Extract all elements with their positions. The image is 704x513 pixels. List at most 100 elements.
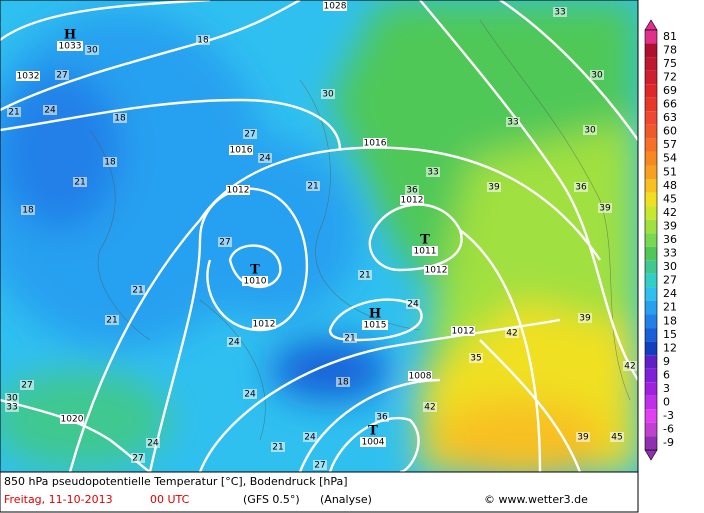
temperature-label: 18	[197, 36, 209, 46]
legend-swatch	[645, 206, 657, 220]
legend-label: 15	[663, 328, 677, 341]
legend-swatch	[645, 341, 657, 356]
temperature-label: 21	[8, 108, 19, 118]
legend-label: 81	[663, 30, 677, 43]
temperature-label: 21	[272, 443, 283, 453]
legend-swatch	[645, 273, 657, 288]
legend-label: 63	[663, 111, 677, 124]
legend-swatch	[645, 192, 657, 207]
temperature-label: 27	[244, 130, 255, 140]
label-bg	[226, 185, 250, 195]
label-bg	[451, 326, 475, 336]
label-bg	[227, 337, 241, 347]
legend-label: 18	[663, 314, 677, 327]
label-bg	[131, 453, 145, 463]
legend-label: 66	[663, 98, 677, 111]
legend-label: -9	[663, 436, 674, 449]
isobar-label: 1032	[17, 72, 40, 82]
label-bg	[574, 182, 588, 192]
temperature-label: 21	[344, 334, 355, 344]
label-bg	[610, 432, 624, 442]
temperature-label: 36	[575, 183, 587, 193]
legend-swatch	[645, 124, 657, 139]
legend-label: 45	[663, 192, 677, 205]
legend-label: 21	[663, 301, 677, 314]
temperature-label: 39	[488, 183, 500, 193]
isobar-label: 1016	[230, 146, 253, 156]
temperature-label: 24	[407, 300, 419, 310]
legend-swatch	[645, 355, 657, 369]
caption-run: (Analyse)	[320, 493, 372, 506]
label-bg	[426, 167, 440, 177]
legend-swatch	[645, 111, 657, 125]
caption-credit: © www.wetter3.de	[484, 493, 588, 506]
label-bg	[243, 389, 257, 399]
legend-swatch	[645, 219, 657, 234]
label-bg	[218, 237, 232, 247]
temperature-label: 30	[584, 126, 596, 136]
legend-swatch	[645, 382, 657, 396]
temperature-label: 30	[591, 71, 603, 81]
temperature-label: 33	[507, 118, 518, 128]
temperature-label: 24	[44, 106, 56, 116]
label-bg	[21, 205, 35, 215]
legend-label: 24	[663, 287, 677, 300]
temperature-label: 21	[74, 178, 85, 188]
pressure-symbol: T	[368, 424, 378, 439]
legend-frame	[644, 29, 658, 451]
temperature-label: 27	[56, 71, 67, 81]
caption-box	[0, 471, 639, 513]
legend-label: 39	[663, 219, 677, 232]
label-bg	[336, 377, 350, 387]
legend-swatch	[645, 422, 657, 437]
label-bg	[578, 313, 592, 323]
label-bg	[506, 117, 520, 127]
caption-model: (GFS 0.5°)	[243, 493, 300, 506]
legend-swatch	[645, 151, 657, 166]
temperature-label: 27	[21, 381, 32, 391]
label-bg	[105, 315, 119, 325]
label-bg	[113, 113, 127, 123]
label-bg	[406, 299, 420, 309]
temperature-label: 18	[22, 206, 34, 216]
legend-label: 30	[663, 260, 677, 273]
label-bg	[583, 125, 597, 135]
temperature-label: 21	[307, 182, 318, 192]
label-bg	[5, 393, 19, 403]
legend-swatch	[645, 84, 657, 98]
legend-label: 51	[663, 165, 677, 178]
legend-swatch	[645, 368, 657, 383]
legend-swatch	[645, 30, 657, 44]
legend-label: 72	[663, 70, 677, 83]
label-bg	[271, 442, 285, 452]
label-bg	[146, 438, 160, 448]
temperature-label: 18	[104, 158, 116, 168]
legend-label: 27	[663, 274, 677, 287]
temperature-label: 39	[599, 204, 611, 214]
temperature-label: 18	[114, 114, 126, 124]
legend-label: 33	[663, 247, 677, 260]
temperature-label: 36	[376, 413, 388, 423]
temperature-label: 30	[86, 46, 98, 56]
legend-swatch	[645, 314, 657, 329]
temperature-label: 21	[132, 286, 143, 296]
temperature-label: 42	[624, 362, 635, 372]
label-bg	[505, 328, 519, 338]
temperature-label: 33	[427, 168, 438, 178]
legend-label: 60	[663, 125, 677, 138]
label-bg	[576, 432, 590, 442]
label-bg	[323, 1, 347, 11]
label-bg	[598, 203, 612, 213]
label-bg	[623, 361, 637, 371]
legend-swatch	[645, 70, 657, 85]
label-bg	[343, 333, 357, 343]
legend-label: 48	[663, 179, 677, 192]
temperature-label: 35	[470, 354, 481, 364]
legend-label: 78	[663, 43, 677, 56]
label-bg	[313, 460, 327, 470]
label-bg	[258, 153, 272, 163]
temperature-label: 33	[6, 403, 17, 413]
pressure-symbol: H	[369, 307, 381, 322]
caption-time: 00 UTC	[150, 493, 190, 506]
